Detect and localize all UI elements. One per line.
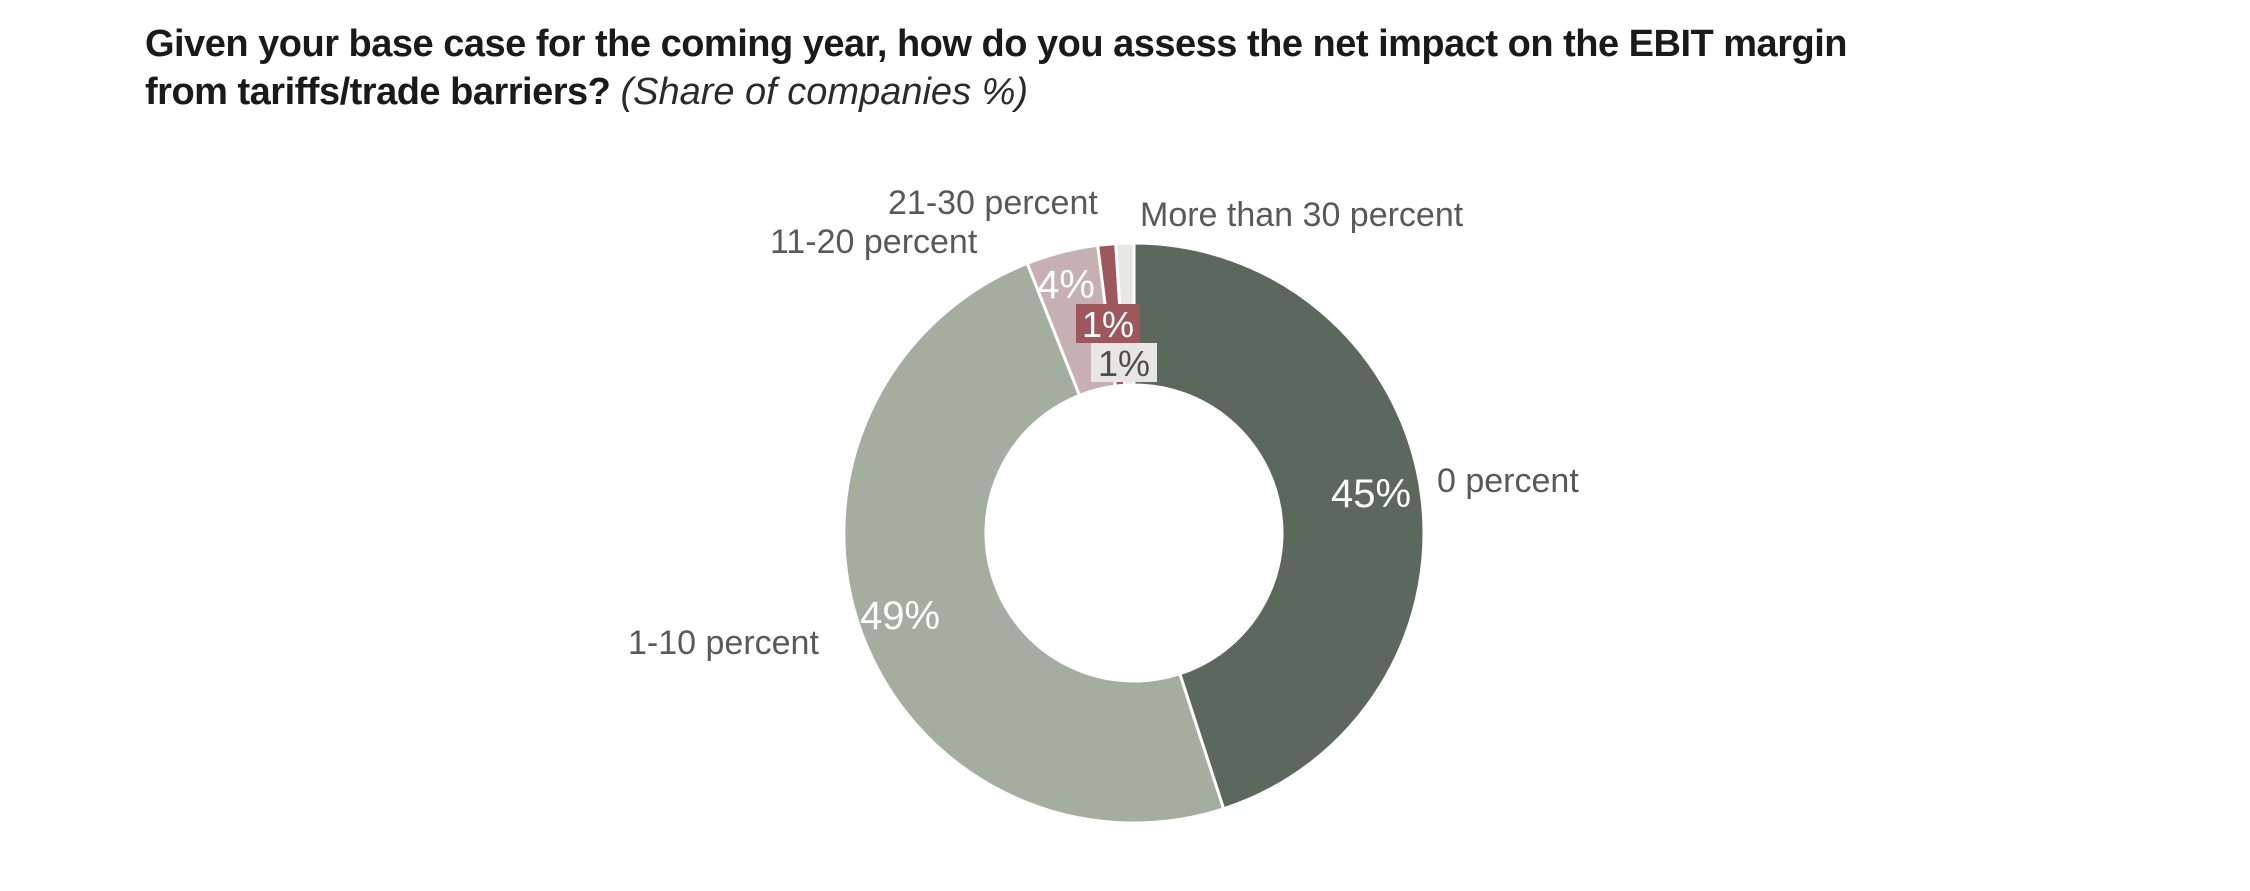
- chart-title-line1: Given your base case for the coming year…: [145, 23, 1847, 65]
- slice-category-label-0-percent: 0 percent: [1437, 462, 1579, 500]
- slice-value-label-1-10-percent: 49%: [860, 594, 940, 638]
- slice-value-label-0-percent: 45%: [1331, 472, 1411, 516]
- chart-title: Given your base case for the coming year…: [145, 20, 2135, 116]
- slice-value-chip-more-than-30-percent: [1091, 343, 1157, 382]
- donut-slice-0-percent: [1132, 241, 1426, 811]
- slice-value-label-more-than-30-percent: 1%: [1098, 343, 1150, 384]
- slice-value-label-11-20-percent: 4%: [1037, 263, 1095, 307]
- slice-value-chip-21-30-percent: [1076, 304, 1140, 343]
- slice-category-label-11-20-percent: 11-20 percent: [770, 223, 978, 261]
- chart-subtitle: (Share of companies %): [620, 71, 1029, 113]
- slice-category-label-1-10-percent: 1-10 percent: [628, 624, 819, 662]
- donut-slice-1-10-percent: [842, 261, 1226, 825]
- slice-category-label-21-30-percent: 21-30 percent: [888, 184, 1098, 222]
- chart-title-line2: from tariffs/trade barriers?: [145, 71, 611, 113]
- slice-category-label-more-than-30-percent: More than 30 percent: [1140, 196, 1464, 234]
- slice-value-label-21-30-percent: 1%: [1082, 304, 1134, 345]
